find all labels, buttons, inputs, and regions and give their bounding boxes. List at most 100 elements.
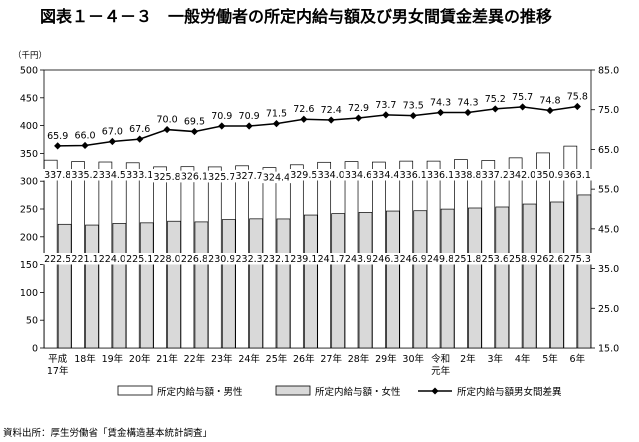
male-value-label: 329.5 (290, 170, 317, 181)
left-tick-label: 300 (20, 177, 38, 188)
bar-female (221, 219, 236, 349)
male-value-label-bg (562, 169, 593, 181)
gap-marker (300, 115, 308, 123)
male-value-label-bg (152, 170, 183, 183)
female-value-label: 225.1 (126, 254, 153, 265)
gap-value-label: 74.8 (539, 96, 560, 107)
bar-female (577, 194, 592, 349)
bar-male (563, 145, 578, 349)
male-value-label: 336.1 (427, 170, 454, 181)
x-tick-label: 24年 (238, 353, 260, 365)
female-value-label: 262.6 (536, 254, 563, 265)
female-value-label: 249.8 (427, 254, 454, 265)
right-tick-label: 35.0 (598, 264, 619, 275)
x-tick-label: 29年 (375, 353, 397, 365)
left-tick-label: 50 (26, 316, 38, 327)
left-tick-label: 100 (20, 288, 38, 299)
female-value-label: 232.1 (263, 254, 290, 265)
gap-marker (491, 105, 499, 113)
female-value-label-bg (425, 253, 456, 265)
gap-marker (464, 108, 472, 117)
legend-marker-gap (431, 387, 439, 395)
male-value-label-bg (398, 169, 429, 181)
right-tick-label: 65.0 (598, 145, 619, 156)
gap-value-label: 72.4 (321, 105, 342, 116)
male-value-label-bg (370, 169, 401, 181)
x-tick-label: 2年 (460, 353, 476, 365)
gap-value-label: 75.8 (567, 92, 588, 103)
female-value-label: 258.9 (509, 254, 536, 265)
bar-female (386, 210, 400, 349)
female-value-label: 251.8 (454, 254, 481, 265)
male-value-label: 338.8 (454, 170, 481, 181)
bar-female (331, 213, 346, 349)
gap-value-label: 66.0 (74, 130, 95, 141)
bar-female (194, 221, 209, 349)
male-value-label: 324.4 (263, 173, 290, 184)
gap-marker (519, 103, 527, 111)
bar-female (440, 208, 455, 349)
right-tick-label: 75.0 (598, 105, 619, 116)
male-value-label-bg (316, 169, 347, 181)
left-axis-unit: （千円） (13, 50, 47, 61)
female-value-label: 253.6 (482, 254, 509, 265)
male-value-label-bg (206, 170, 237, 183)
legend: 所定内給与額・男性 所定内給与額・女性 所定内給与額男女間差異 (117, 385, 562, 398)
male-value-label-bg (261, 171, 292, 184)
female-value-label: 243.9 (345, 254, 372, 265)
gap-line (57, 105, 578, 147)
male-value-label-bg (480, 169, 511, 181)
x-tick-label: 20年 (129, 353, 151, 365)
gap-marker (136, 135, 144, 143)
male-value-label: 350.9 (536, 170, 563, 181)
male-value-label-bg (234, 169, 265, 182)
gap-value-label: 69.5 (184, 117, 205, 128)
female-value-label-bg (480, 253, 511, 265)
male-value-label-bg (179, 170, 210, 183)
legend-label-male: 所定内給与額・男性 (157, 386, 243, 398)
gap-value-label: 71.5 (266, 109, 287, 120)
female-value-label-bg (562, 253, 593, 265)
bar-female (57, 223, 72, 349)
female-value-label-bg (370, 253, 401, 265)
female-value-label: 239.1 (290, 254, 317, 265)
female-value-label: 275.3 (564, 254, 591, 265)
right-tick-label: 45.0 (598, 224, 619, 235)
gap-marker (546, 106, 554, 115)
x-tick-label: 26年 (293, 353, 315, 365)
male-value-label: 337.8 (44, 170, 71, 181)
female-value-label-bg (124, 253, 155, 265)
gap-marker (354, 114, 363, 122)
female-value-label-bg (398, 253, 429, 265)
x-tick-label: 18年 (74, 353, 96, 365)
gap-value-label: 70.9 (211, 111, 232, 122)
gap-value-label: 72.9 (348, 103, 369, 114)
bar-female (468, 207, 482, 349)
male-value-label-bg (288, 169, 319, 181)
male-value-label-bg (97, 169, 128, 181)
x-tick-label: 27年 (320, 353, 342, 365)
female-value-label-bg (507, 253, 538, 265)
gap-value-label: 67.6 (129, 124, 150, 135)
gap-marker (190, 127, 199, 136)
left-tick-label: 150 (20, 260, 38, 271)
female-value-label: 232.3 (236, 254, 263, 265)
left-tick-label: 450 (20, 93, 38, 104)
male-value-label-bg (534, 169, 565, 181)
gap-marker (163, 125, 171, 134)
male-value-label: 327.7 (236, 171, 263, 182)
male-value-label: 325.8 (153, 172, 180, 183)
gap-marker (245, 122, 253, 130)
bar-male (508, 157, 523, 349)
left-tick-label: 350 (20, 149, 38, 160)
right-tick-label: 55.0 (598, 185, 619, 196)
female-value-label: 221.1 (71, 254, 98, 265)
female-value-label: 230.9 (208, 254, 235, 265)
x-tick-label: 30年 (402, 353, 424, 365)
gap-marker (54, 142, 62, 150)
bar-male (536, 152, 550, 349)
gap-marker (382, 111, 390, 119)
gap-line-group: 65.9 66.0 67.0 67.6 70.0 69.5 70.9 70.9 71.5 72.6… (47, 92, 588, 150)
gap-value-label: 75.2 (485, 94, 506, 105)
gap-marker (81, 141, 89, 150)
